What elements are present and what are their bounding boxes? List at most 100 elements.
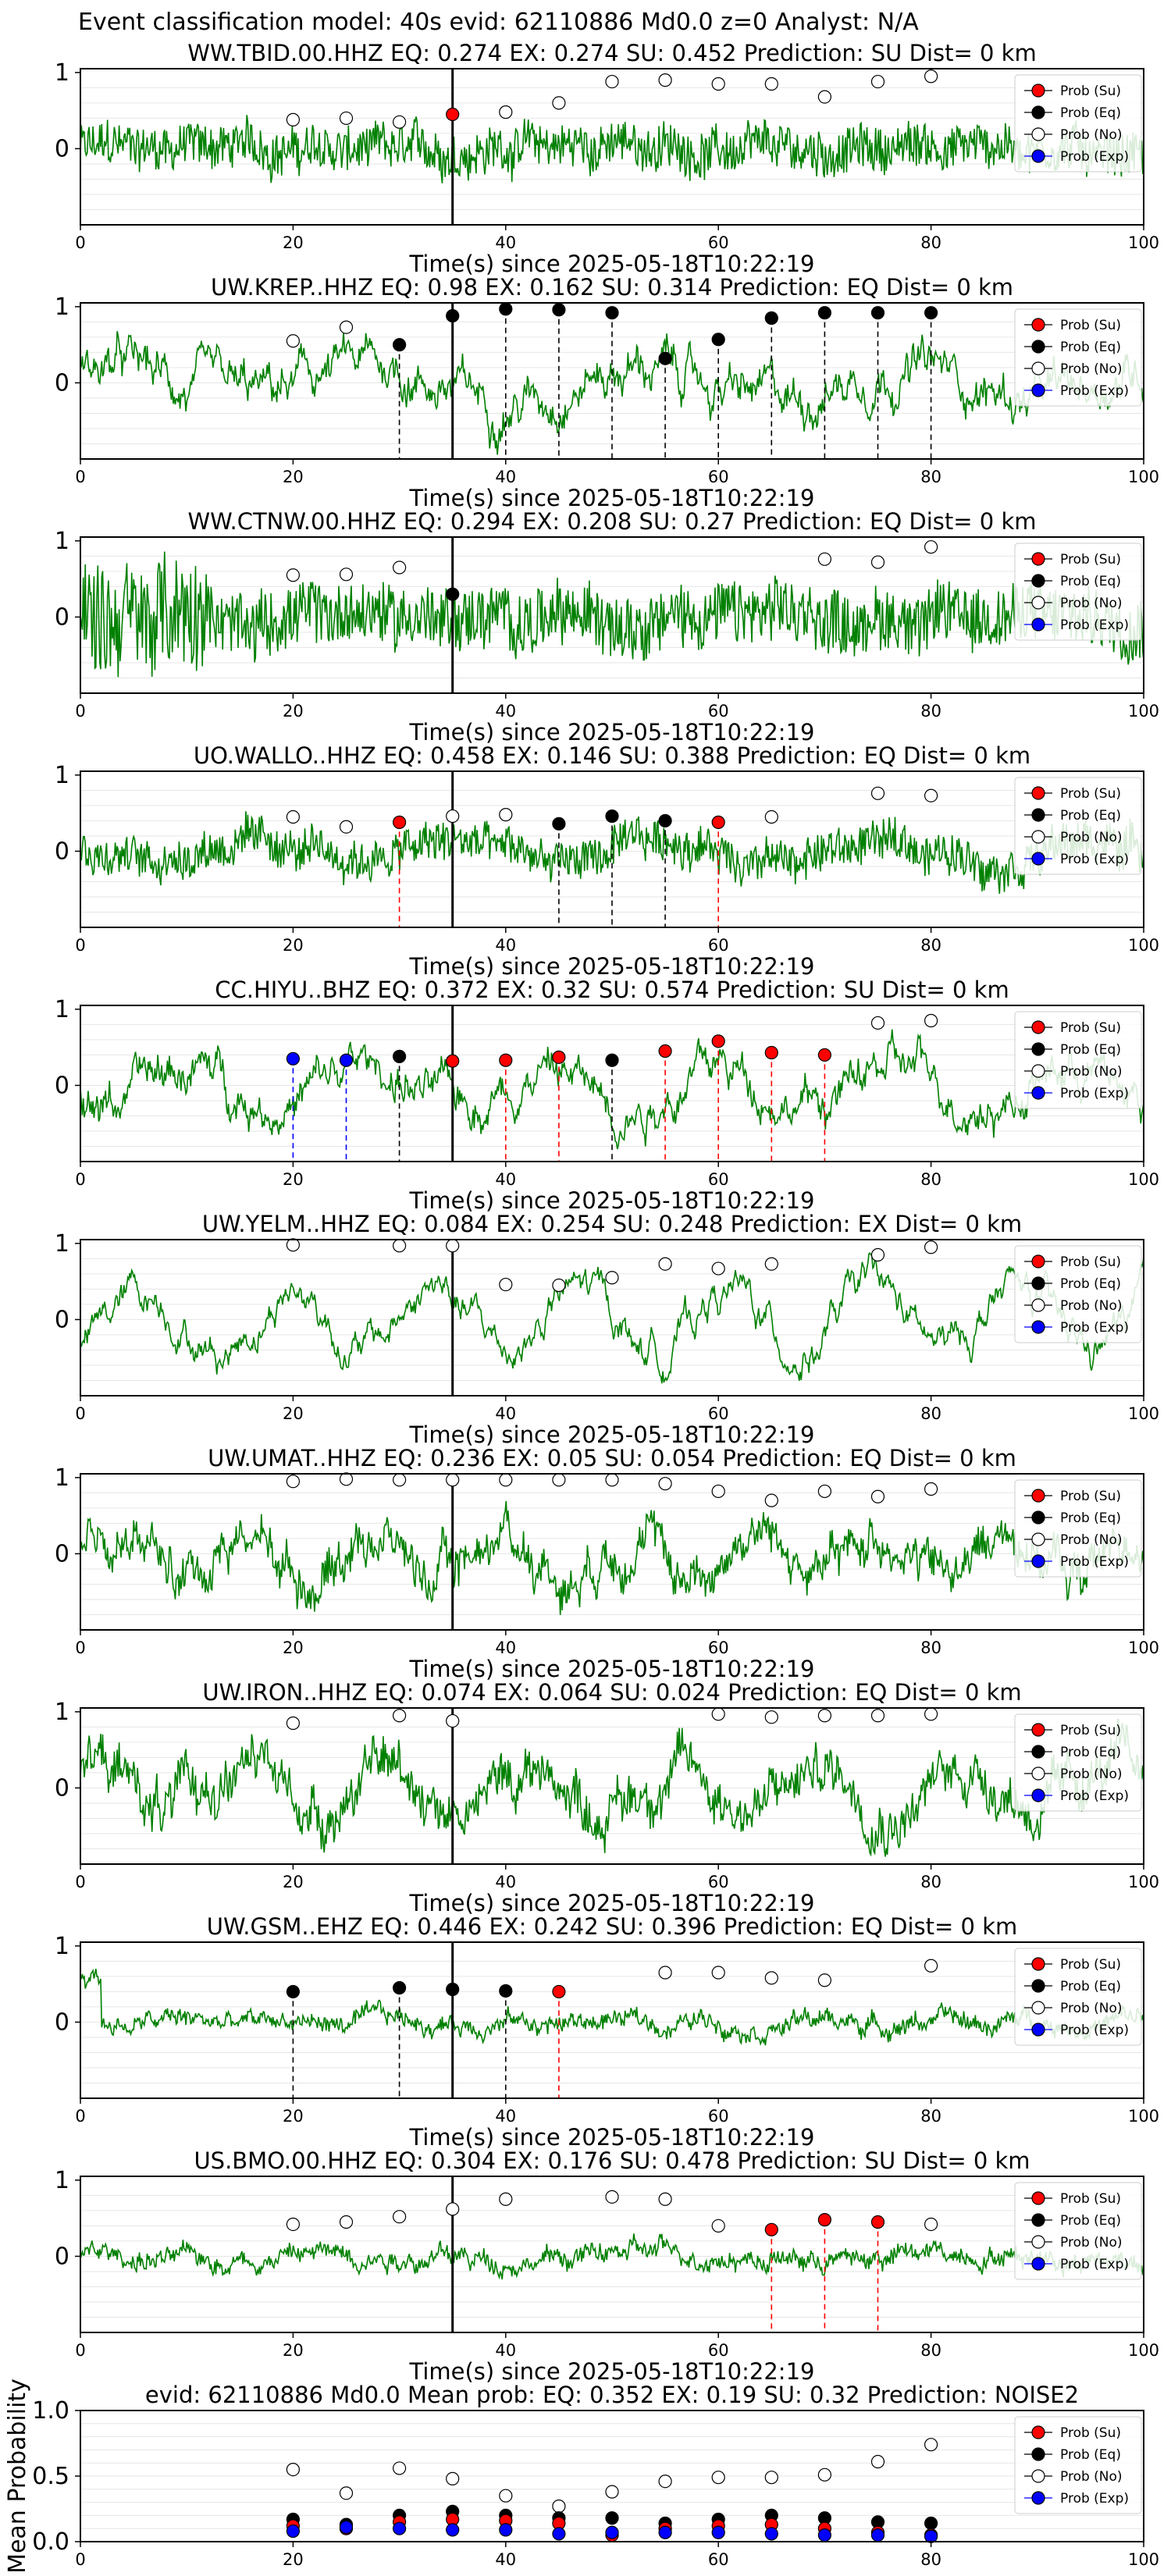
legend-label: Prob (Exp): [1060, 2491, 1129, 2507]
prob-point-eq: [817, 306, 832, 320]
prob-point-su: [446, 107, 460, 122]
y-tick-label: 0: [55, 2243, 69, 2270]
legend-marker-exp: [1031, 1554, 1045, 1568]
prob-point-no: [870, 1016, 885, 1030]
legend-label: Prob (No): [1060, 127, 1123, 143]
legend-marker-exp: [1031, 1320, 1045, 1334]
x-tick-label: 80: [920, 936, 941, 955]
prob-point-no: [499, 1277, 513, 1292]
prob-point-no: [711, 1261, 725, 1276]
legend-marker-no: [1031, 361, 1045, 375]
legend-label: Prob (Su): [1060, 1020, 1121, 1036]
waveform-trace: [80, 1252, 1144, 1384]
mean-prob-point-eq: [924, 2516, 938, 2531]
prob-point-no: [286, 809, 300, 824]
subplot-8: UW.IRON..HHZ EQ: 0.074 EX: 0.064 SU: 0.0…: [55, 1679, 1159, 1916]
prob-point-no: [924, 540, 938, 554]
x-tick-label: 40: [495, 1404, 516, 1423]
prob-point-su: [446, 1054, 460, 1068]
legend-label: Prob (Exp): [1060, 1788, 1129, 1804]
subplot-title: UO.WALLO..HHZ EQ: 0.458 EX: 0.146 SU: 0.…: [194, 742, 1030, 769]
prob-point-no: [711, 1484, 725, 1499]
y-tick-label: 1: [55, 1933, 69, 1960]
y-tick-label: 0: [55, 369, 69, 397]
x-tick-label: 20: [283, 702, 304, 720]
x-tick-label: 40: [495, 2341, 516, 2360]
legend-marker-su: [1031, 786, 1045, 800]
subplot-title: WW.CTNW.00.HHZ EQ: 0.294 EX: 0.208 SU: 0…: [187, 508, 1036, 535]
legend-label: Prob (Su): [1060, 786, 1121, 802]
legend-marker-no: [1031, 830, 1045, 844]
prob-point-no: [605, 1473, 619, 1487]
x-axis-label: Time(s) since 2025-05-18T10:22:19: [409, 1187, 815, 1214]
subplot-title: evid: 62110886 Md0.0 Mean prob: EQ: 0.35…: [145, 2382, 1079, 2408]
x-axis-label: Time(s) since 2025-05-18T10:22:19: [409, 2124, 815, 2151]
y-tick-label: 0: [55, 2008, 69, 2036]
x-tick-label: 80: [920, 1170, 941, 1189]
prob-point-eq: [870, 306, 885, 320]
legend-box: [1014, 74, 1142, 173]
prob-point-no: [870, 1489, 885, 1503]
x-tick-label: 40: [495, 1638, 516, 1657]
legend-marker-eq: [1031, 1042, 1045, 1056]
prob-point-no: [499, 105, 513, 119]
legend-label: Prob (Su): [1060, 2191, 1121, 2207]
legend-label: Prob (No): [1060, 361, 1123, 377]
y-tick-label: 0.5: [32, 2463, 69, 2490]
x-tick-label: 0: [75, 2341, 85, 2360]
prob-point-su: [764, 2222, 778, 2236]
prob-point-no: [658, 2192, 672, 2206]
subplot-3: WW.CTNW.00.HHZ EQ: 0.294 EX: 0.208 SU: 0…: [55, 508, 1159, 745]
x-tick-label: 80: [920, 1638, 941, 1657]
legend-label: Prob (Exp): [1060, 149, 1129, 165]
y-tick-label: 0: [55, 135, 69, 162]
prob-point-su: [764, 1045, 778, 1060]
prob-point-no: [393, 1239, 407, 1253]
subplot-6: UW.YELM..HHZ EQ: 0.084 EX: 0.254 SU: 0.2…: [55, 1211, 1159, 1448]
subplot-title: UW.YELM..HHZ EQ: 0.084 EX: 0.254 SU: 0.2…: [202, 1211, 1022, 1237]
prob-point-su: [870, 2215, 885, 2229]
prob-point-eq: [605, 809, 619, 824]
x-tick-label: 80: [920, 468, 941, 486]
legend-label: Prob (Su): [1060, 1254, 1121, 1270]
prob-point-eq: [499, 302, 513, 316]
x-tick-label: 40: [495, 702, 516, 720]
legend-box: [1014, 1713, 1142, 1812]
prob-point-no: [286, 2217, 300, 2232]
x-axis-label: Time(s) since 2025-05-18T10:22:19: [409, 485, 815, 511]
mean-prob-point-no: [605, 2485, 619, 2499]
x-tick-label: 0: [75, 468, 85, 486]
prob-point-eq: [552, 303, 566, 317]
prob-point-no: [393, 1709, 407, 1723]
figure-title: Event classification model: 40s evid: 62…: [78, 9, 919, 36]
y-tick-label: 0: [55, 603, 69, 631]
prob-point-no: [339, 320, 354, 334]
prob-point-eq: [393, 1049, 407, 1063]
legend-marker-no: [1031, 1532, 1045, 1546]
axes-frame: [80, 2176, 1144, 2333]
x-tick-label: 20: [283, 233, 304, 252]
mean-prob-point-exp: [658, 2525, 672, 2539]
legend-label: Prob (Eq): [1060, 105, 1121, 121]
subplot-9: UW.GSM..EHZ EQ: 0.446 EX: 0.242 SU: 0.39…: [55, 1913, 1159, 2151]
prob-point-no: [339, 2215, 354, 2229]
legend-label: Prob (Su): [1060, 318, 1121, 333]
x-tick-label: 80: [920, 2341, 941, 2360]
prob-point-no: [817, 1973, 832, 1987]
axes-frame: [80, 302, 1144, 460]
x-tick-label: 100: [1128, 2341, 1159, 2360]
waveform-trace: [80, 331, 1144, 455]
mean-prob-point-no: [499, 2489, 513, 2503]
prob-point-no: [870, 1709, 885, 1723]
waveform-trace: [80, 811, 1144, 894]
prob-point-su: [711, 815, 725, 829]
prob-point-no: [924, 1013, 938, 1028]
legend-label: Prob (Su): [1060, 1489, 1121, 1504]
legend-marker-su: [1031, 1020, 1045, 1034]
legend-marker-eq: [1031, 340, 1045, 354]
prob-point-no: [393, 560, 407, 575]
prob-point-eq: [393, 338, 407, 352]
legend-label: Prob (Eq): [1060, 808, 1121, 824]
x-tick-label: 80: [920, 1873, 941, 1891]
x-tick-label: 0: [75, 702, 85, 720]
